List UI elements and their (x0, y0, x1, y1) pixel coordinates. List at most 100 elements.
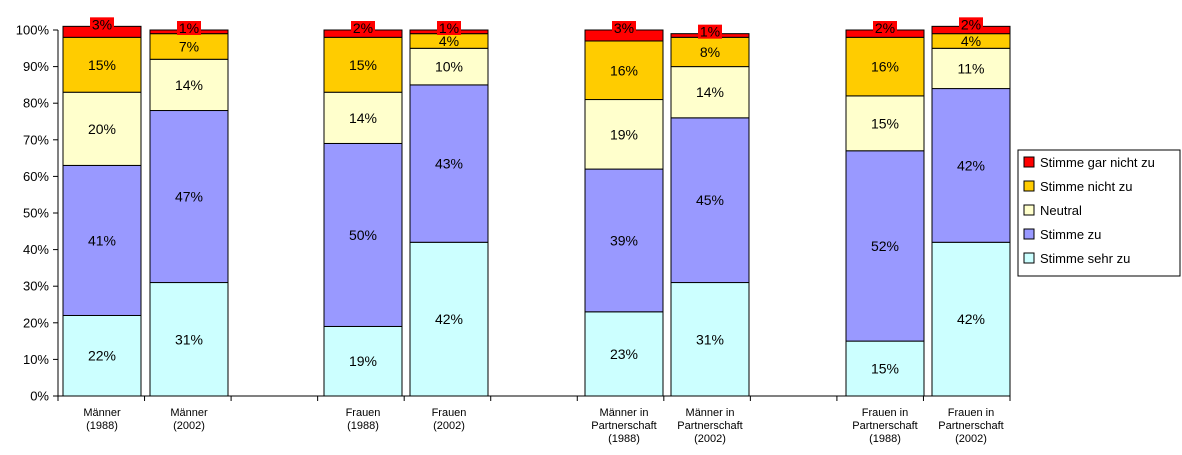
data-label: 11% (958, 60, 985, 76)
legend: Stimme gar nicht zu Stimme nicht zu Neutra… (1017, 149, 1181, 277)
data-label: 23% (610, 346, 638, 362)
y-tick-label: 60% (23, 169, 49, 184)
data-label: 19% (610, 126, 638, 142)
x-tick-label: Männer in Partnerschaft (2002) (677, 407, 742, 445)
data-label-box (959, 17, 983, 32)
data-label: 20% (88, 121, 116, 137)
data-label: 2% (961, 16, 981, 32)
bar-segment-2 (62, 164, 142, 316)
data-label: 16% (871, 59, 899, 75)
bar-segment-2 (845, 150, 925, 342)
x-tick-label: Männer (1988) (83, 407, 121, 432)
y-tick-label: 40% (23, 242, 49, 257)
bar-segment-3 (149, 58, 229, 112)
bar-segment-4 (670, 36, 750, 68)
data-label: 31% (696, 331, 724, 347)
bar-segment-3 (323, 91, 403, 144)
bar-segment-1 (845, 340, 925, 397)
data-label: 16% (610, 62, 638, 78)
bar-segment-2 (670, 117, 750, 284)
data-label: 1% (700, 24, 720, 40)
data-label: 10% (435, 59, 463, 75)
data-label: 3% (92, 16, 112, 32)
bar-segment-2 (323, 142, 403, 327)
x-tick-label: Männer (2002) (170, 407, 208, 432)
data-label: 2% (353, 20, 373, 36)
x-tick-label: Frauen (1988) (346, 407, 381, 432)
bar-segment-2 (409, 84, 489, 243)
data-label: 14% (349, 110, 377, 126)
data-label: 1% (439, 20, 459, 36)
y-tick-label: 100% (16, 23, 50, 38)
legend-label: Stimme zu (1040, 227, 1101, 242)
legend-swatch (1023, 180, 1035, 192)
data-label: 8% (700, 44, 720, 60)
data-label: 42% (957, 157, 985, 173)
bar-segment-1 (409, 241, 489, 397)
data-label: 15% (88, 57, 116, 73)
bar-segment-2 (149, 110, 229, 284)
legend-swatch (1023, 252, 1035, 264)
bar-segment-4 (323, 36, 403, 93)
data-label-box (90, 17, 114, 32)
data-label-box (437, 21, 461, 35)
data-label: 15% (871, 361, 899, 377)
data-label: 1% (179, 20, 199, 36)
y-tick-label: 90% (23, 59, 49, 74)
legend-label: Neutral (1040, 203, 1082, 218)
data-label: 4% (439, 33, 459, 49)
x-tick-label: Frauen in Partnerschaft (2002) (938, 407, 1003, 445)
x-tick-labels: Männer (1988) Männer (2002) Frauen (1988) Frau… (83, 407, 1003, 445)
y-tick-label: 70% (23, 132, 49, 147)
data-label-box (612, 21, 636, 35)
legend-box (1017, 149, 1181, 277)
data-label: 31% (175, 331, 203, 347)
y-tick-label: 10% (23, 352, 49, 367)
legend-label: Stimme gar nicht zu (1040, 155, 1155, 170)
bar-segment-1 (584, 311, 664, 397)
bar-segment-2 (584, 168, 664, 313)
data-label: 7% (179, 38, 199, 54)
bar-segment-4 (584, 40, 664, 101)
legend-swatch (1023, 156, 1035, 168)
data-label: 3% (614, 20, 634, 36)
bar-segment-3 (409, 47, 489, 86)
data-label: 47% (175, 189, 203, 205)
x-tick-label: Männer in Partnerschaft (1988) (591, 407, 656, 445)
y-tick-label: 30% (23, 279, 49, 294)
legend-swatch (1023, 228, 1035, 240)
data-label: 15% (871, 115, 899, 131)
data-label: 42% (435, 311, 463, 327)
data-label-box (873, 21, 897, 35)
data-label: 19% (349, 353, 377, 369)
bar-segment-1 (149, 282, 229, 397)
bar-segment-4 (845, 36, 925, 97)
data-label: 22% (88, 348, 116, 364)
data-label: 45% (696, 192, 724, 208)
data-label: 50% (349, 227, 377, 243)
data-label: 42% (957, 311, 985, 327)
bar-segment-1 (62, 314, 142, 397)
x-tick-label: Frauen in Partnerschaft (1988) (852, 407, 917, 445)
legend-swatch (1023, 204, 1035, 216)
data-label-box (177, 21, 201, 35)
y-tick-label: 50% (23, 206, 49, 221)
data-label: 43% (435, 156, 463, 172)
bars (62, 25, 1011, 397)
y-tick-label: 0% (30, 389, 49, 404)
axes: 0% 10% 20% 30% 40% 50% 60% 70% 80% 90% 100% (16, 23, 1011, 404)
legend-label: Stimme nicht zu (1040, 179, 1132, 194)
bar-segment-1 (931, 241, 1011, 397)
data-label: 14% (696, 84, 724, 100)
y-tick-label: 80% (23, 96, 49, 111)
legend-label: Stimme sehr zu (1040, 251, 1130, 266)
bar-segment-3 (62, 91, 142, 166)
data-label: 2% (875, 20, 895, 36)
bar-segment-1 (323, 325, 403, 397)
data-label: 15% (349, 57, 377, 73)
data-labels: 22% 41% 20% 15% 3% 31% 47% 14% 7% 1% 19% 50% 14% 15% 2… (88, 16, 985, 376)
data-label: 4% (961, 33, 981, 49)
data-label-box (351, 21, 375, 35)
x-tick-label: Frauen (2002) (432, 407, 467, 432)
